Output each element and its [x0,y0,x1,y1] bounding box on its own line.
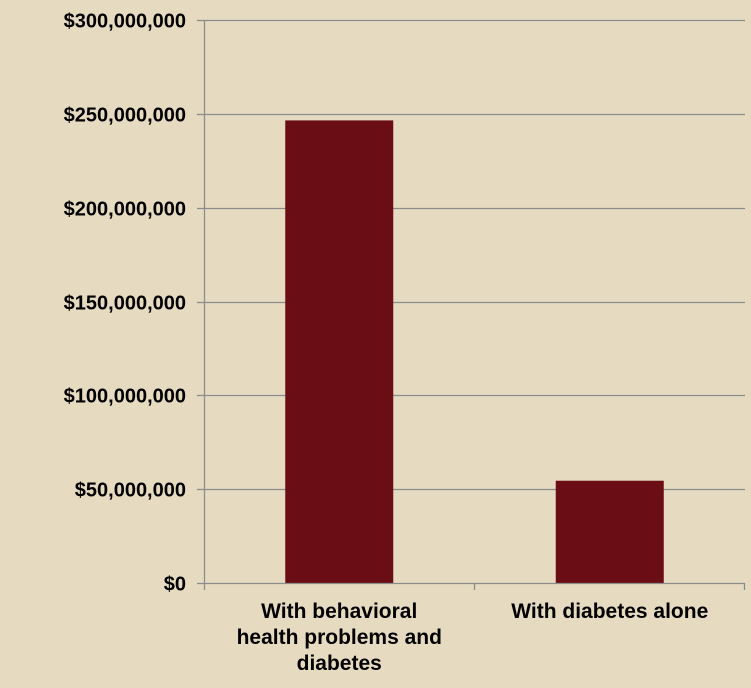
category-labels: With behavioral health problems and diabet… [237,600,709,675]
y-tick-labels: $0 $50,000,000 $100,000,000 $150,000,000 $20… [64,11,186,596]
y-tick-label: $200,000,000 [64,199,186,221]
y-tick-label: $250,000,000 [64,105,186,127]
bars [285,120,664,583]
y-tick-label: $50,000,000 [75,480,186,502]
y-tick-label: $150,000,000 [64,293,186,315]
x-category-label: With behavioral health problems and diabet… [237,600,442,675]
gridlines [204,19,745,491]
axes [197,19,746,590]
bar [285,120,394,583]
y-tick-label: $300,000,000 [64,11,186,33]
x-category-label: With diabetes alone [511,600,708,623]
y-tick-label: $100,000,000 [64,386,186,408]
bar [555,480,664,583]
y-tick-label: $0 [164,574,186,596]
